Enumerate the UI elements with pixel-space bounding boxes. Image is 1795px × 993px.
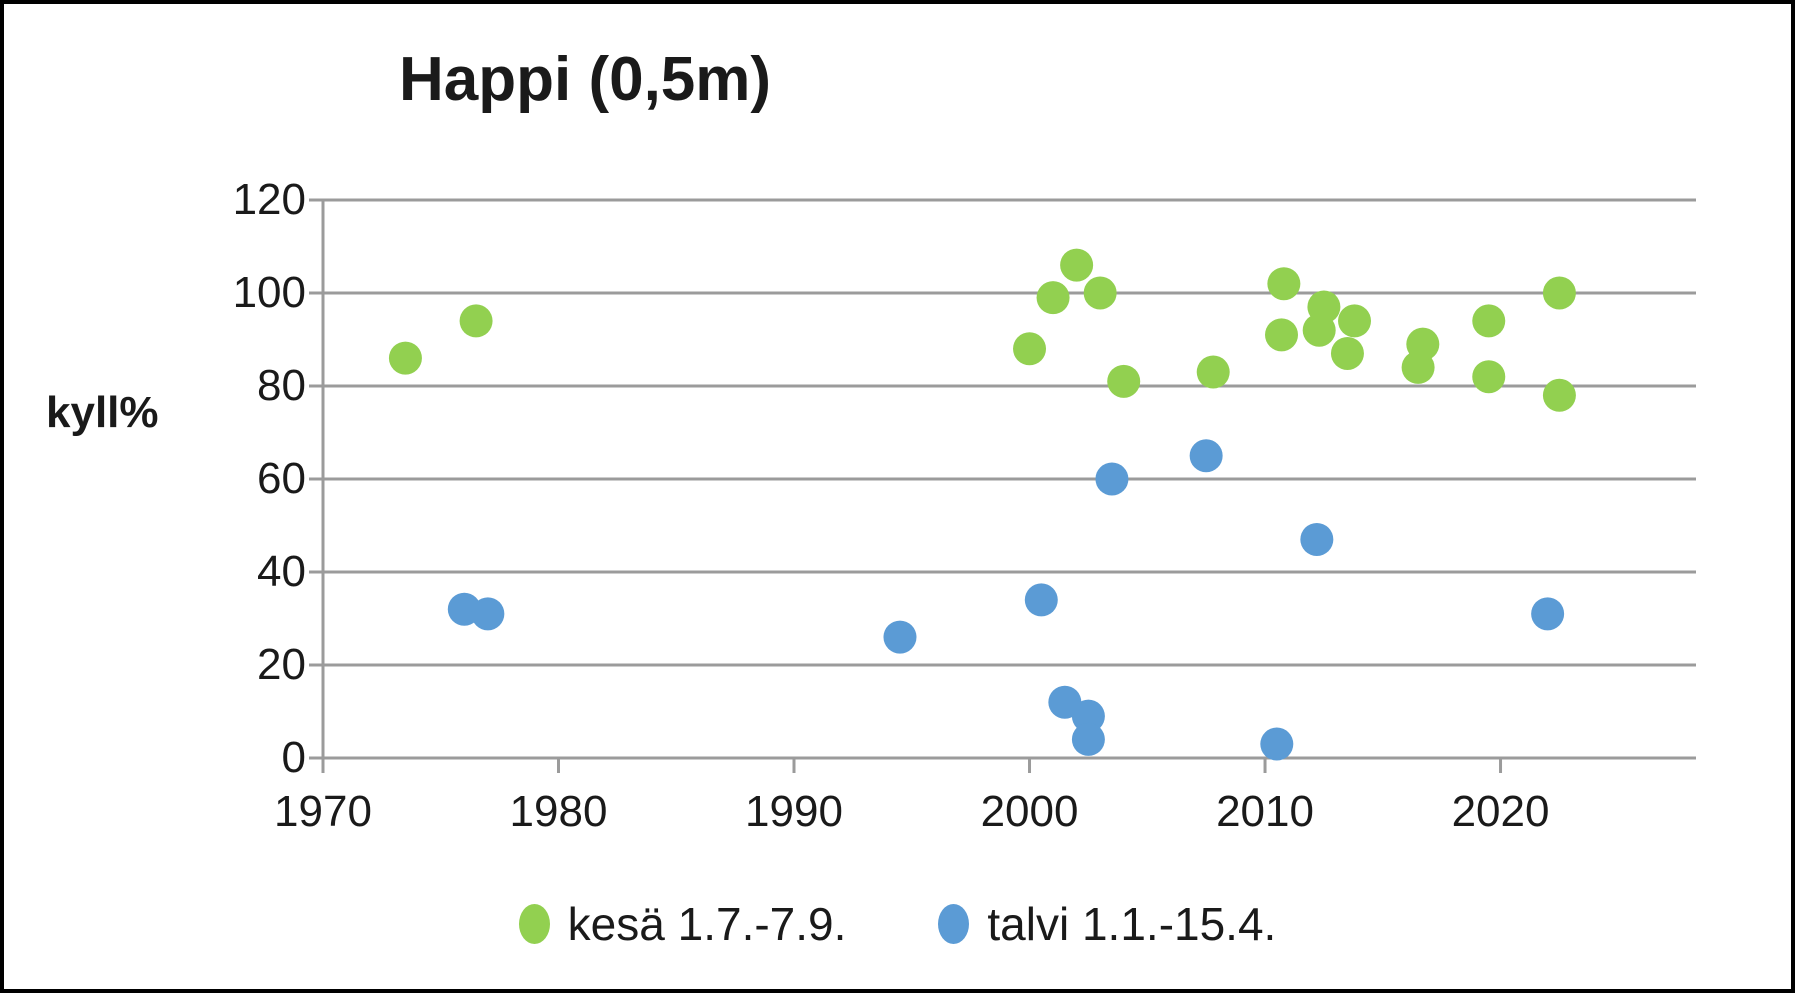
y-tick-label-60: 60 [257, 454, 306, 503]
winter-series-marker-icon [938, 904, 970, 944]
data-point-series-0 [1406, 327, 1440, 361]
data-point-series-1 [1071, 699, 1105, 733]
data-point-series-0 [1083, 276, 1117, 310]
data-point-series-1 [1189, 439, 1223, 473]
data-point-series-0 [1330, 336, 1364, 370]
y-tick-label-100: 100 [232, 268, 306, 317]
x-tick-label-2020: 2020 [1451, 787, 1550, 836]
y-tick-label-120: 120 [232, 175, 306, 224]
x-tick-label-1990: 1990 [745, 787, 843, 836]
data-point-series-1 [1531, 597, 1565, 631]
y-tick-label-0: 0 [281, 733, 306, 782]
data-point-series-0 [388, 341, 422, 375]
legend-label-summer: kesä 1.7.-7.9. [567, 898, 847, 950]
y-tick-label-40: 40 [257, 547, 306, 596]
data-point-series-1 [1300, 522, 1334, 556]
data-point-series-0 [459, 304, 493, 338]
data-point-series-0 [1267, 267, 1301, 301]
data-point-series-0 [1338, 304, 1372, 338]
x-tick-label-2010: 2010 [1216, 787, 1314, 836]
data-point-series-0 [1196, 355, 1230, 389]
legend-item-summer: kesä 1.7.-7.9. [518, 897, 847, 951]
data-point-series-0 [1036, 281, 1070, 315]
data-point-series-1 [1024, 583, 1058, 617]
data-point-series-0 [1060, 248, 1094, 282]
y-axis-title: kyll% [46, 388, 159, 437]
data-point-series-0 [1107, 364, 1141, 398]
data-point-series-0 [1472, 360, 1506, 394]
data-point-series-0 [1265, 318, 1299, 352]
data-point-series-1 [1071, 722, 1105, 756]
y-tick-label-80: 80 [257, 361, 306, 410]
legend-item-winter: talvi 1.1.-15.4. [938, 897, 1276, 951]
data-point-series-0 [1542, 276, 1576, 310]
data-point-series-0 [1542, 378, 1576, 412]
legend-label-winter: talvi 1.1.-15.4. [987, 898, 1277, 950]
summer-series-marker-icon [518, 904, 550, 944]
scatter-plot [309, 198, 1696, 773]
legend: kesä 1.7.-7.9. talvi 1.1.-15.4. [4, 897, 1791, 951]
data-point-series-1 [471, 597, 505, 631]
data-point-series-1 [1260, 727, 1294, 761]
x-tick-label-1980: 1980 [509, 787, 608, 836]
chart-title: Happi (0,5m) [399, 45, 772, 114]
data-point-series-0 [1013, 332, 1047, 366]
data-point-series-0 [1472, 304, 1506, 338]
data-point-series-1 [883, 620, 917, 654]
y-tick-label-20: 20 [257, 640, 306, 689]
x-tick-label-1970: 1970 [274, 787, 372, 836]
x-tick-label-2000: 2000 [980, 787, 1079, 836]
data-point-series-1 [1095, 462, 1129, 496]
data-point-series-0 [1307, 290, 1341, 324]
